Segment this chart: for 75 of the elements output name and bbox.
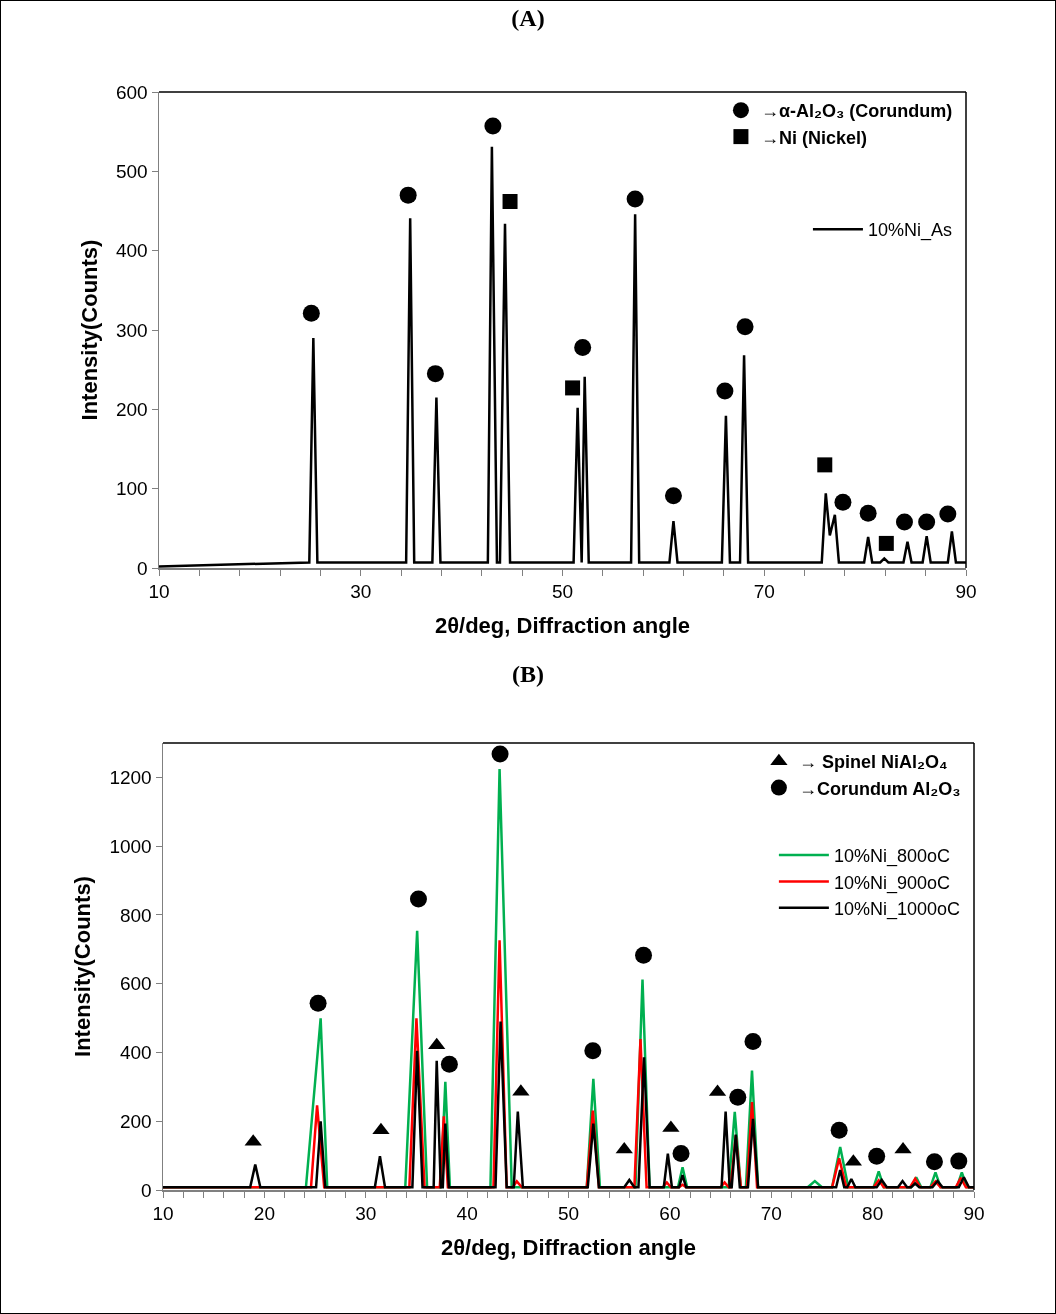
point (664, 487, 682, 505)
x-tick-label: 60 (659, 1203, 681, 1225)
y-tick-label: 800 (120, 904, 152, 926)
point (672, 1145, 690, 1163)
y-tick-label: 300 (116, 319, 148, 341)
y-tick-label: 1000 (109, 835, 152, 857)
point (484, 117, 502, 135)
x-tick-label: 50 (557, 1203, 580, 1225)
point (574, 338, 592, 356)
legend-label: 10%Ni_1000oC (833, 898, 960, 920)
point (744, 1032, 762, 1050)
y-tick-label: 100 (116, 478, 148, 500)
point (615, 1141, 633, 1154)
x-tick-label: 10 (148, 581, 170, 603)
point (399, 186, 417, 204)
point (729, 1088, 747, 1106)
point (878, 535, 894, 551)
legend-label: 10%Ni_As (867, 220, 952, 242)
x-tick-label: 40 (456, 1203, 478, 1225)
point (868, 1147, 886, 1165)
point (309, 994, 327, 1012)
chart-title: (B) (512, 660, 544, 687)
legend-label: → Spinel NiAl₂O₄ (798, 752, 948, 773)
x-axis-title: 2θ/deg, Diffraction angle (434, 612, 691, 638)
legend-label: →Ni (Nickel) (760, 127, 867, 148)
y-tick-label: 0 (141, 1179, 152, 1201)
legend-label: 10%Ni_900oC (833, 872, 950, 894)
point (635, 946, 653, 964)
point (302, 304, 320, 322)
point (565, 380, 581, 396)
x-tick-label: 10 (152, 1203, 174, 1225)
y-tick-label: 200 (120, 1110, 152, 1132)
x-tick-label: 80 (862, 1203, 884, 1225)
y-tick-label: 400 (120, 1042, 152, 1064)
point (440, 1055, 458, 1073)
point (716, 382, 734, 400)
y-tick-label: 500 (116, 160, 148, 182)
x-tick-label: 90 (955, 581, 977, 603)
point (409, 890, 427, 908)
legend-label: →Corundum Al₂O₃ (798, 778, 961, 799)
point (817, 457, 833, 473)
x-tick-label: 90 (963, 1203, 985, 1225)
y-tick-label: 0 (137, 557, 148, 579)
legend-label: 10%Ni_800oC (833, 846, 950, 868)
y-axis-title: Intensity(Counts) (70, 876, 96, 1057)
y-tick-label: 600 (120, 973, 152, 995)
point (736, 318, 754, 336)
point (502, 193, 518, 209)
point (626, 190, 644, 208)
y-tick-label: 1200 (109, 767, 152, 789)
y-tick-label: 400 (116, 240, 148, 262)
point (834, 493, 852, 511)
point (491, 745, 509, 763)
point (426, 365, 444, 383)
point (830, 1121, 848, 1139)
x-tick-label: 50 (551, 581, 574, 603)
point (859, 504, 877, 522)
x-tick-label: 30 (355, 1203, 377, 1225)
point (894, 1141, 912, 1154)
legend-label: →α-Al₂O₃ (Corundum) (760, 101, 953, 122)
x-tick-label: 70 (760, 1203, 782, 1225)
x-tick-label: 30 (350, 581, 372, 603)
point (939, 505, 957, 523)
x-tick-label: 70 (753, 581, 775, 603)
x-tick-label: 20 (253, 1203, 275, 1225)
x-axis-title: 2θ/deg, Diffraction angle (440, 1234, 697, 1260)
y-tick-label: 600 (116, 81, 148, 103)
point (895, 513, 913, 531)
chart-title: (A) (511, 4, 545, 31)
point (925, 1153, 943, 1171)
y-tick-label: 200 (116, 398, 148, 420)
point (918, 513, 936, 531)
point (950, 1152, 968, 1170)
point (584, 1042, 602, 1060)
y-axis-title: Intensity(Counts) (77, 239, 103, 421)
